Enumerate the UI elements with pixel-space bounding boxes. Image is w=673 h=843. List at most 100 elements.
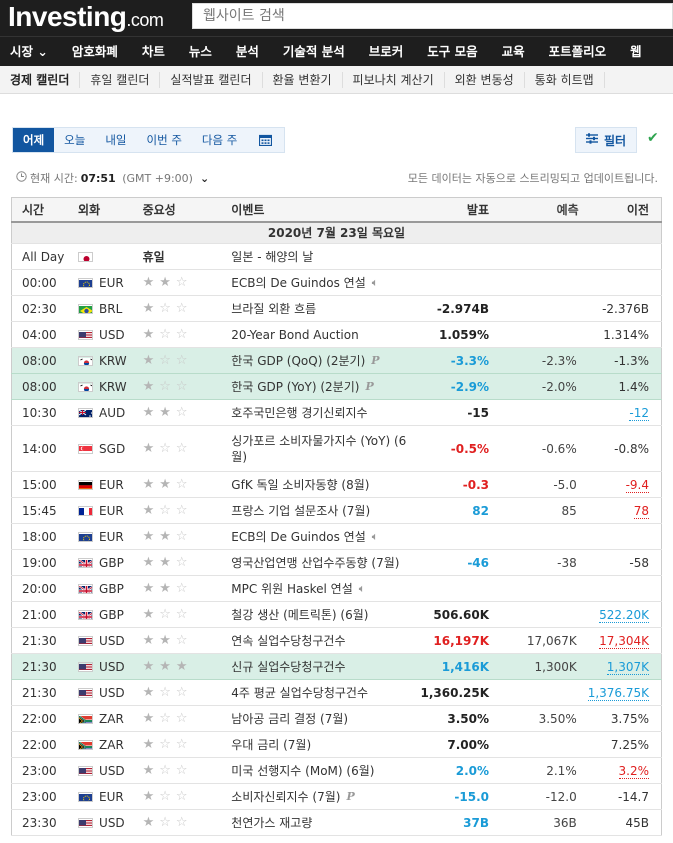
event-name[interactable]: ECB의 De Guindos 연설 xyxy=(231,275,366,290)
forecast-value: 36B xyxy=(491,809,579,836)
table-row[interactable]: 22:00 ZAR ★☆☆ 남아공 금리 결정 (7월) 3.50% 3.50% 3.75% xyxy=(11,705,662,732)
event-name[interactable]: 브라질 외환 흐름 xyxy=(231,301,317,316)
table-row[interactable]: 21:30 USD ★☆☆ 4주 평균 실업수당청구건수 1,360.25K 1,376.… xyxy=(11,679,662,706)
table-row[interactable]: 08:00 KRW ★☆☆ 한국 GDP (YoY) (2분기) P -2.9% -2.0%… xyxy=(11,373,662,400)
table-row[interactable]: 10:30 AUD ★★☆ 호주국민은행 경기신뢰지수 -15 -12 xyxy=(11,399,662,426)
column-header[interactable]: 발표 xyxy=(417,197,491,223)
actual-value xyxy=(417,575,491,602)
previous-cell: 78 xyxy=(578,497,662,524)
subnav-item[interactable]: 환율 변환기 xyxy=(263,71,343,88)
table-row[interactable]: 02:30 BRL ★☆☆ 브라질 외환 흐름 -2.974B -2.376B xyxy=(11,295,662,322)
event-name[interactable]: GfK 독일 소비자동향 (8월) xyxy=(231,477,370,492)
table-row[interactable]: 19:00 GBP ★★☆ 영국산업연맹 산업수주동향 (7월) -46 -38 -58 xyxy=(11,549,662,576)
currency-code: KRW xyxy=(99,353,127,368)
subnav-item[interactable]: 실적발표 캘린더 xyxy=(160,71,263,88)
column-header[interactable]: 예측 xyxy=(491,197,579,223)
date-tab[interactable]: 다음 주 xyxy=(201,133,238,147)
event-name[interactable]: 천연가스 재고량 xyxy=(231,815,313,830)
nav-item[interactable]: 암호화폐 xyxy=(71,43,118,59)
column-header[interactable]: 외화 xyxy=(76,197,141,223)
subnav-item[interactable]: 경제 캘린더 xyxy=(0,71,81,88)
column-header[interactable]: 시간 xyxy=(11,197,77,223)
table-row[interactable]: 23:00 USD ★☆☆ 미국 선행지수 (MoM) (6월) 2.0% 2.1% 3.2… xyxy=(11,757,662,784)
table-row[interactable]: 15:45 EUR ★☆☆ 프랑스 기업 설문조사 (7월) 82 85 78 xyxy=(11,497,662,524)
nav-item[interactable]: 기술적 분석 xyxy=(282,43,345,59)
date-tab[interactable]: 내일 xyxy=(105,133,127,147)
nav-item[interactable]: 시장 ⌄ xyxy=(10,43,48,59)
nav-item[interactable]: 뉴스 xyxy=(188,43,212,59)
importance-stars-icon: ★☆☆ xyxy=(142,607,193,622)
event-name[interactable]: 철강 생산 (메트릭톤) (6월) xyxy=(231,607,369,622)
event-name[interactable]: 우대 금리 (7월) xyxy=(231,737,312,752)
filter-button[interactable]: 필터 xyxy=(575,127,637,153)
table-row[interactable]: 15:00 EUR ★★☆ GfK 독일 소비자동향 (8월) -0.3 -5.0 -9.4 xyxy=(11,471,662,498)
event-name[interactable]: 미국 선행지수 (MoM) (6월) xyxy=(231,763,375,778)
calendar-icon[interactable] xyxy=(247,128,284,152)
checkmark-icon[interactable]: ✔ xyxy=(647,130,659,146)
table-row[interactable]: 14:00 SGD ★☆☆ 싱가포르 소비자물가지수 (YoY) (6월) -0.5% -… xyxy=(11,425,662,472)
subnav-item[interactable]: 통화 히트맵 xyxy=(525,71,605,88)
event-name[interactable]: 4주 평균 실업수당청구건수 xyxy=(231,685,369,700)
currency-code: AUD xyxy=(99,405,126,420)
nav-item[interactable]: 웹 xyxy=(630,43,642,59)
forecast-value xyxy=(491,269,579,296)
table-row[interactable]: 22:00 ZAR ★☆☆ 우대 금리 (7월) 7.00% 7.25% xyxy=(11,731,662,758)
table-row[interactable]: 23:00 EUR ★☆☆ 소비자신뢰지수 (7월) P -15.0 -12.0 -14.7 xyxy=(11,783,662,810)
table-row[interactable]: 04:00 USD ★☆☆ 20-Year Bond Auction 1.059% 1.3… xyxy=(11,321,662,348)
date-tab[interactable]: 어제 xyxy=(13,128,55,152)
column-header[interactable]: 중요성 xyxy=(140,197,230,223)
us-flag-icon xyxy=(78,661,94,672)
event-name[interactable]: 한국 GDP (QoQ) (2분기) xyxy=(231,353,366,368)
nav-item[interactable]: 브로커 xyxy=(368,43,404,59)
search-input[interactable]: 웹사이트 검색 xyxy=(192,3,673,29)
timezone-select[interactable]: (GMT +9:00) ⌄ xyxy=(122,171,210,185)
subnav-item[interactable]: 휴일 캘린더 xyxy=(80,71,161,88)
table-row[interactable]: All Day 휴일 일본 - 해양의 날 xyxy=(11,243,662,270)
event-name[interactable]: 영국산업연맹 산업수주동향 (7월) xyxy=(231,555,400,570)
nav-item[interactable]: 분석 xyxy=(235,43,259,59)
nav-item[interactable]: 도구 모음 xyxy=(427,43,478,59)
subnav-item[interactable]: 피보나치 계산기 xyxy=(343,71,445,88)
event-cell: 브라질 외환 흐름 xyxy=(229,295,418,322)
column-header[interactable]: 이벤트 xyxy=(229,197,418,223)
table-row[interactable]: 18:00 EUR ★★☆ ECB의 De Guindos 연설 🔈︎ xyxy=(11,523,662,550)
nav-item[interactable]: 포트폴리오 xyxy=(548,43,607,59)
date-tab[interactable]: 이번 주 xyxy=(146,133,182,147)
table-row[interactable]: 00:00 EUR ★★☆ ECB의 De Guindos 연설 🔈︎ xyxy=(11,269,662,296)
event-name[interactable]: 한국 GDP (YoY) (2분기) xyxy=(231,379,360,394)
event-name[interactable]: 싱가포르 소비자물가지수 (YoY) (6월) xyxy=(231,433,407,464)
importance: ★☆☆ xyxy=(140,321,230,348)
subnav-item[interactable]: 외환 변동성 xyxy=(445,71,525,88)
nav-item[interactable]: 교육 xyxy=(501,43,525,59)
currency-cell: KRW xyxy=(76,347,141,374)
event-name[interactable]: 남아공 금리 결정 (7월) xyxy=(231,711,349,726)
event-name[interactable]: 20-Year Bond Auction xyxy=(231,327,359,342)
event-name[interactable]: 호주국민은행 경기신뢰지수 xyxy=(231,405,368,420)
event-name[interactable]: ECB의 De Guindos 연설 xyxy=(231,529,366,544)
nav-item[interactable]: 차트 xyxy=(141,43,165,59)
table-row[interactable]: 20:00 GBP ★★☆ MPC 위원 Haskel 연설 🔈︎ xyxy=(11,575,662,602)
table-row[interactable]: 21:30 USD ★★★ 신규 실업수당청구건수 1,416K 1,300K 1,307K xyxy=(11,653,662,680)
previous-cell: -1.3% xyxy=(578,347,662,374)
importance: ★★☆ xyxy=(140,523,230,550)
event-time: All Day xyxy=(11,243,77,270)
logo[interactable]: Investing.com xyxy=(8,1,164,32)
event-name[interactable]: 소비자신뢰지수 (7월) xyxy=(231,789,341,804)
event-name[interactable]: 프랑스 기업 설문조사 (7월) xyxy=(231,503,371,518)
table-row[interactable]: 21:00 GBP ★☆☆ 철강 생산 (메트릭톤) (6월) 506.60K 522.2… xyxy=(11,601,662,628)
event-name[interactable]: 신규 실업수당청구건수 xyxy=(231,659,346,674)
event-time: 04:00 xyxy=(11,321,77,348)
actual-value: 7.00% xyxy=(417,731,491,758)
event-name[interactable]: 일본 - 해양의 날 xyxy=(231,249,314,264)
table-row[interactable]: 21:30 USD ★★☆ 연속 실업수당청구건수 16,197K 17,067K 17,3… xyxy=(11,627,662,654)
table-row[interactable]: 23:30 USD ★☆☆ 천연가스 재고량 37B 36B 45B xyxy=(11,809,662,836)
date-label: 2020년 7월 23일 목요일 xyxy=(11,221,662,244)
date-tab[interactable]: 오늘 xyxy=(64,133,86,147)
event-cell: 우대 금리 (7월) xyxy=(229,731,418,758)
event-name[interactable]: MPC 위원 Haskel 연설 xyxy=(231,581,353,596)
event-name[interactable]: 연속 실업수당청구건수 xyxy=(231,633,346,648)
actual-value: 37B xyxy=(417,809,491,836)
currency-code: USD xyxy=(99,633,125,648)
column-header[interactable]: 이전 xyxy=(578,197,662,223)
table-row[interactable]: 08:00 KRW ★☆☆ 한국 GDP (QoQ) (2분기) P -3.3% -2.3%… xyxy=(11,347,662,374)
